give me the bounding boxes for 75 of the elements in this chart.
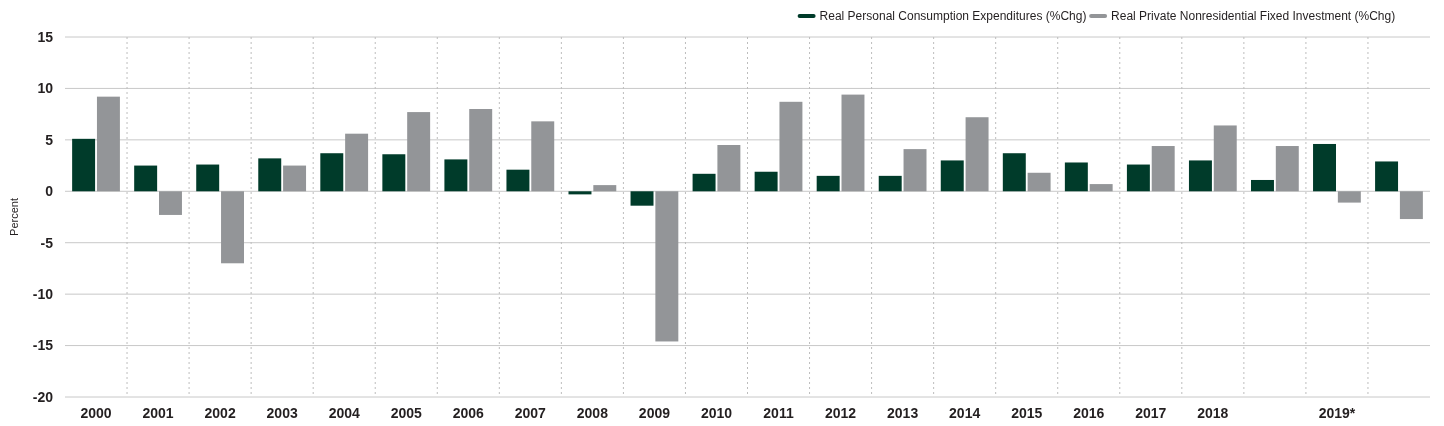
bar xyxy=(382,154,406,192)
bar xyxy=(779,101,803,192)
bar xyxy=(841,94,865,192)
bar xyxy=(903,149,927,192)
bar xyxy=(469,109,493,192)
y-tick-label: 10 xyxy=(37,80,54,97)
x-tick-label: 2006 xyxy=(452,405,485,421)
x-tick-label: 2009 xyxy=(638,405,671,421)
bar xyxy=(692,173,716,192)
y-tick-label: 0 xyxy=(45,183,54,200)
bar xyxy=(134,165,158,192)
bar xyxy=(630,191,654,206)
x-tick-label: 2018 xyxy=(1197,405,1229,421)
y-tick-label: -10 xyxy=(32,286,54,303)
bar xyxy=(221,191,244,264)
x-tick-label: 2011 xyxy=(763,405,794,421)
bar xyxy=(1089,184,1113,192)
bar xyxy=(965,117,989,192)
bar xyxy=(1064,162,1088,192)
x-tick-label: 2008 xyxy=(576,405,609,421)
bar xyxy=(258,158,282,192)
bar xyxy=(568,191,592,195)
bar xyxy=(72,138,96,192)
bar xyxy=(345,133,369,192)
legend-label: Real Personal Consumption Expenditures (%Chg) xyxy=(819,9,1087,23)
bar xyxy=(1213,125,1237,192)
x-tick-label: 2015 xyxy=(1011,405,1043,421)
y-tick-label: -5 xyxy=(40,234,54,251)
bar xyxy=(320,153,344,192)
x-tick-label: 2002 xyxy=(204,405,236,421)
x-tick-label: 2005 xyxy=(390,405,423,421)
x-tick-label: 2004 xyxy=(328,405,360,421)
y-tick-label: 15 xyxy=(37,28,54,45)
x-tick-label: 2003 xyxy=(266,405,298,421)
bar xyxy=(1399,191,1423,220)
bar xyxy=(96,96,120,192)
bar xyxy=(1251,179,1274,192)
x-tick-label: 2013 xyxy=(887,405,919,421)
bar xyxy=(1275,146,1299,192)
y-tick-label: -20 xyxy=(32,388,54,405)
x-tick-label: 2016 xyxy=(1073,405,1105,421)
x-tick-label: 2019* xyxy=(1318,405,1356,421)
bar xyxy=(878,175,902,192)
bar xyxy=(196,164,220,192)
bar xyxy=(1337,191,1361,203)
x-tick-label: 2001 xyxy=(142,405,174,421)
x-tick-label: 2000 xyxy=(80,405,112,421)
x-tick-label: 2012 xyxy=(824,405,857,421)
bar xyxy=(159,191,182,215)
x-tick-label: 2017 xyxy=(1135,405,1167,421)
bar xyxy=(1375,161,1399,192)
bar xyxy=(754,171,778,192)
y-tick-label: 5 xyxy=(45,131,54,148)
x-tick-label: 2014 xyxy=(949,405,981,421)
x-tick-label: 2010 xyxy=(700,405,733,421)
bar xyxy=(940,160,964,192)
bar xyxy=(593,185,617,192)
y-axis-title: Percent xyxy=(8,198,20,236)
legend-label: Real Private Nonresidential Fixed Investment (%Chg) xyxy=(1111,9,1396,23)
x-tick-label: 2007 xyxy=(514,405,547,421)
bar xyxy=(283,165,307,192)
bar xyxy=(444,159,468,192)
bar xyxy=(407,112,431,192)
bar xyxy=(506,169,530,192)
bar xyxy=(816,175,840,192)
bar xyxy=(1313,143,1336,192)
bar xyxy=(1027,172,1051,192)
bar xyxy=(1188,160,1212,192)
bar xyxy=(1151,146,1175,192)
bar xyxy=(1002,153,1026,192)
bar xyxy=(1126,164,1150,192)
y-tick-label: -15 xyxy=(32,337,54,354)
bar xyxy=(531,121,555,192)
bar xyxy=(655,191,679,342)
bar xyxy=(717,145,741,192)
